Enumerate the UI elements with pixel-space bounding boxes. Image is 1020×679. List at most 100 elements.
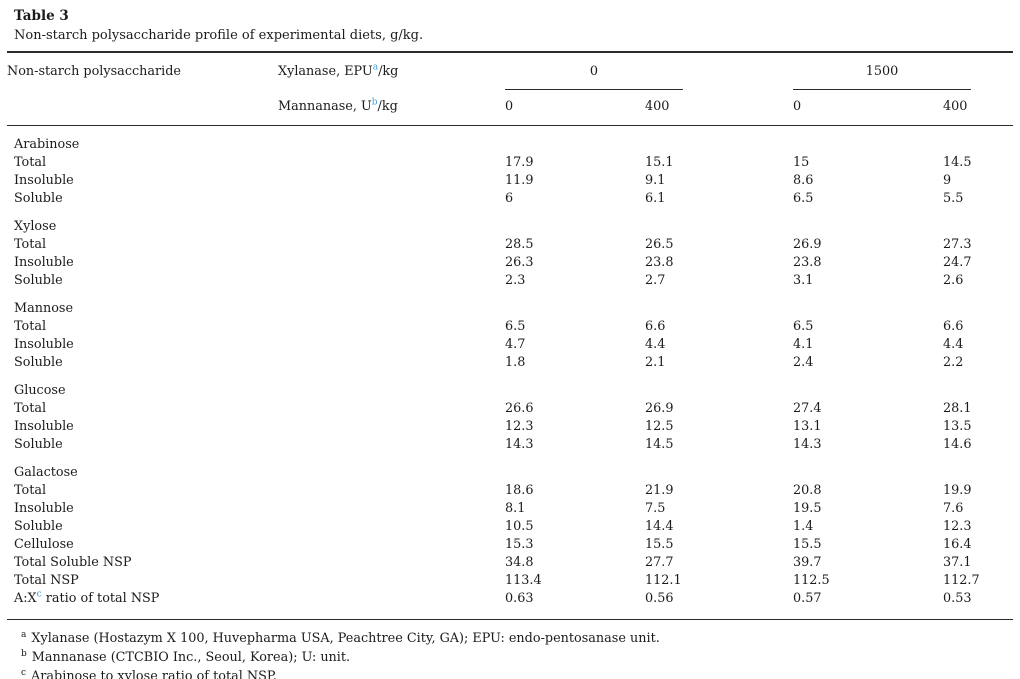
table-row: Total NSP 113.4 112.1 112.5 112.7: [7, 572, 1013, 590]
table-row: Insoluble 8.1 7.5 19.5 7.6: [7, 500, 1013, 518]
value-cell: 12.5: [645, 419, 674, 434]
value-cell: 13.5: [943, 419, 972, 434]
table-row: Soluble 1.8 2.1 2.4 2.2: [7, 354, 1013, 372]
value-cell: 21.9: [645, 483, 674, 498]
value-cell: 9: [943, 173, 952, 188]
value-cell: 16.4: [943, 537, 972, 552]
table-row: Insoluble 26.3 23.8 23.8 24.7: [7, 254, 1013, 272]
value-cell: 26.5: [645, 237, 674, 252]
value-cell: 4.4: [645, 337, 666, 352]
value-cell: 15: [793, 155, 810, 170]
spacer-cell: [278, 518, 505, 536]
value-cell: 15.5: [645, 537, 674, 552]
value-cell: 8.1: [505, 501, 526, 516]
table-row: Total 18.6 21.9 20.8 19.9: [7, 482, 1013, 500]
footnote-marker: b: [21, 648, 27, 659]
section-label: Galactose: [14, 465, 78, 480]
footnote-text: Xylanase (Hostazym X 100, Huvepharma USA…: [31, 631, 660, 646]
table-row: Total 17.9 15.1 15 14.5: [7, 154, 1013, 172]
footnote-marker-ref-b: b: [371, 97, 378, 108]
row-label: Total: [14, 237, 47, 252]
section-label: Xylose: [14, 219, 57, 234]
spacer-cell: [278, 154, 505, 172]
spacer-cell: [278, 572, 505, 590]
value-cell: 27.3: [943, 237, 972, 252]
value-cell: 23.8: [793, 255, 822, 270]
row-label: A:Xc ratio of total NSP: [7, 590, 278, 620]
xylanase-level-1500: 1500: [793, 63, 971, 90]
value-cell: 6.5: [793, 319, 814, 334]
value-cell: 11.9: [505, 173, 534, 188]
value-cell: 6: [505, 191, 514, 206]
value-cell: 10.5: [505, 519, 534, 534]
spacer-cell: [278, 272, 505, 290]
table-row: Soluble 10.5 14.4 1.4 12.3: [7, 518, 1013, 536]
value-cell: 6.6: [645, 319, 666, 334]
value-cell: 19.9: [943, 483, 972, 498]
value-cell: 4.7: [505, 337, 526, 352]
row-label: Cellulose: [14, 537, 74, 552]
row-label: Soluble: [14, 273, 63, 288]
value-cell: 0.63: [505, 591, 534, 606]
value-cell: 0.56: [645, 591, 674, 606]
nsp-profile-table: Non-starch polysaccharide Xylanase, EPUa…: [7, 51, 1013, 620]
value-cell: 2.7: [645, 273, 666, 288]
value-cell: 113.4: [505, 573, 542, 588]
table-row: Total 28.5 26.5 26.9 27.3: [7, 236, 1013, 254]
spacer-cell: [278, 336, 505, 354]
value-cell: 28.1: [943, 401, 972, 416]
row-label: Soluble: [14, 191, 63, 206]
spacer-cell: [278, 318, 505, 336]
value-cell: 2.1: [645, 355, 666, 370]
table-row: Insoluble 12.3 12.5 13.1 13.5: [7, 418, 1013, 436]
value-cell: 1.8: [505, 355, 526, 370]
footnote: a Xylanase (Hostazym X 100, Huvepharma US…: [7, 629, 1013, 648]
value-cell: 15.5: [793, 537, 822, 552]
value-cell: 1.4: [793, 519, 814, 534]
row-label: Insoluble: [14, 173, 74, 188]
value-cell: 13.1: [793, 419, 822, 434]
value-cell: 19.5: [793, 501, 822, 516]
row-label: Total: [14, 483, 47, 498]
table-row: Cellulose 15.3 15.5 15.5 16.4: [7, 536, 1013, 554]
value-cell: 17.9: [505, 155, 534, 170]
mannanase-level: 0: [793, 90, 943, 126]
footnote-text: Arabinose to xylose ratio of total NSP.: [31, 669, 277, 679]
mannanase-level: 400: [943, 90, 1013, 126]
spacer-cell: [278, 436, 505, 454]
xylanase-unit: /kg: [378, 64, 399, 79]
spacer-cell: [278, 400, 505, 418]
value-cell: 6.5: [505, 319, 526, 334]
section-header-row: Arabinose: [7, 126, 1013, 155]
row-label: Total: [14, 319, 47, 334]
table-caption: Non-starch polysaccharide profile of exp…: [14, 28, 424, 43]
mannanase-header: Mannanase, Ub/kg: [278, 90, 505, 126]
value-cell: 2.3: [505, 273, 526, 288]
value-cell: 8.6: [793, 173, 814, 188]
footnote-text: Mannanase (CTCBIO Inc., Seoul, Korea); U…: [31, 650, 351, 665]
section-label: Glucose: [14, 383, 66, 398]
table-row: Insoluble 4.7 4.4 4.1 4.4: [7, 336, 1013, 354]
mannanase-unit: /kg: [377, 99, 398, 114]
value-cell: 14.3: [505, 437, 534, 452]
row-label: Soluble: [14, 519, 63, 534]
xylanase-header: Xylanase, EPUa/kg: [278, 52, 505, 90]
value-cell: 6.5: [793, 191, 814, 206]
value-cell: 112.5: [793, 573, 830, 588]
value-cell: 2.2: [943, 355, 964, 370]
row-label: Total Soluble NSP: [14, 555, 132, 570]
table-row: A:Xc ratio of total NSP 0.63 0.56 0.57 0.53: [7, 590, 1013, 620]
value-cell: 23.8: [645, 255, 674, 270]
row-label: Insoluble: [14, 501, 74, 516]
row-label-text: A:X: [14, 591, 37, 606]
value-cell: 20.8: [793, 483, 822, 498]
value-cell: 7.5: [645, 501, 666, 516]
value-cell: 27.4: [793, 401, 822, 416]
table-row: Soluble 6 6.1 6.5 5.5: [7, 190, 1013, 208]
footnote-marker: c: [21, 667, 27, 678]
value-cell: 6.1: [645, 191, 666, 206]
spacer-cell: [278, 190, 505, 208]
spacer-cell: [278, 482, 505, 500]
spacer-cell: [278, 500, 505, 518]
